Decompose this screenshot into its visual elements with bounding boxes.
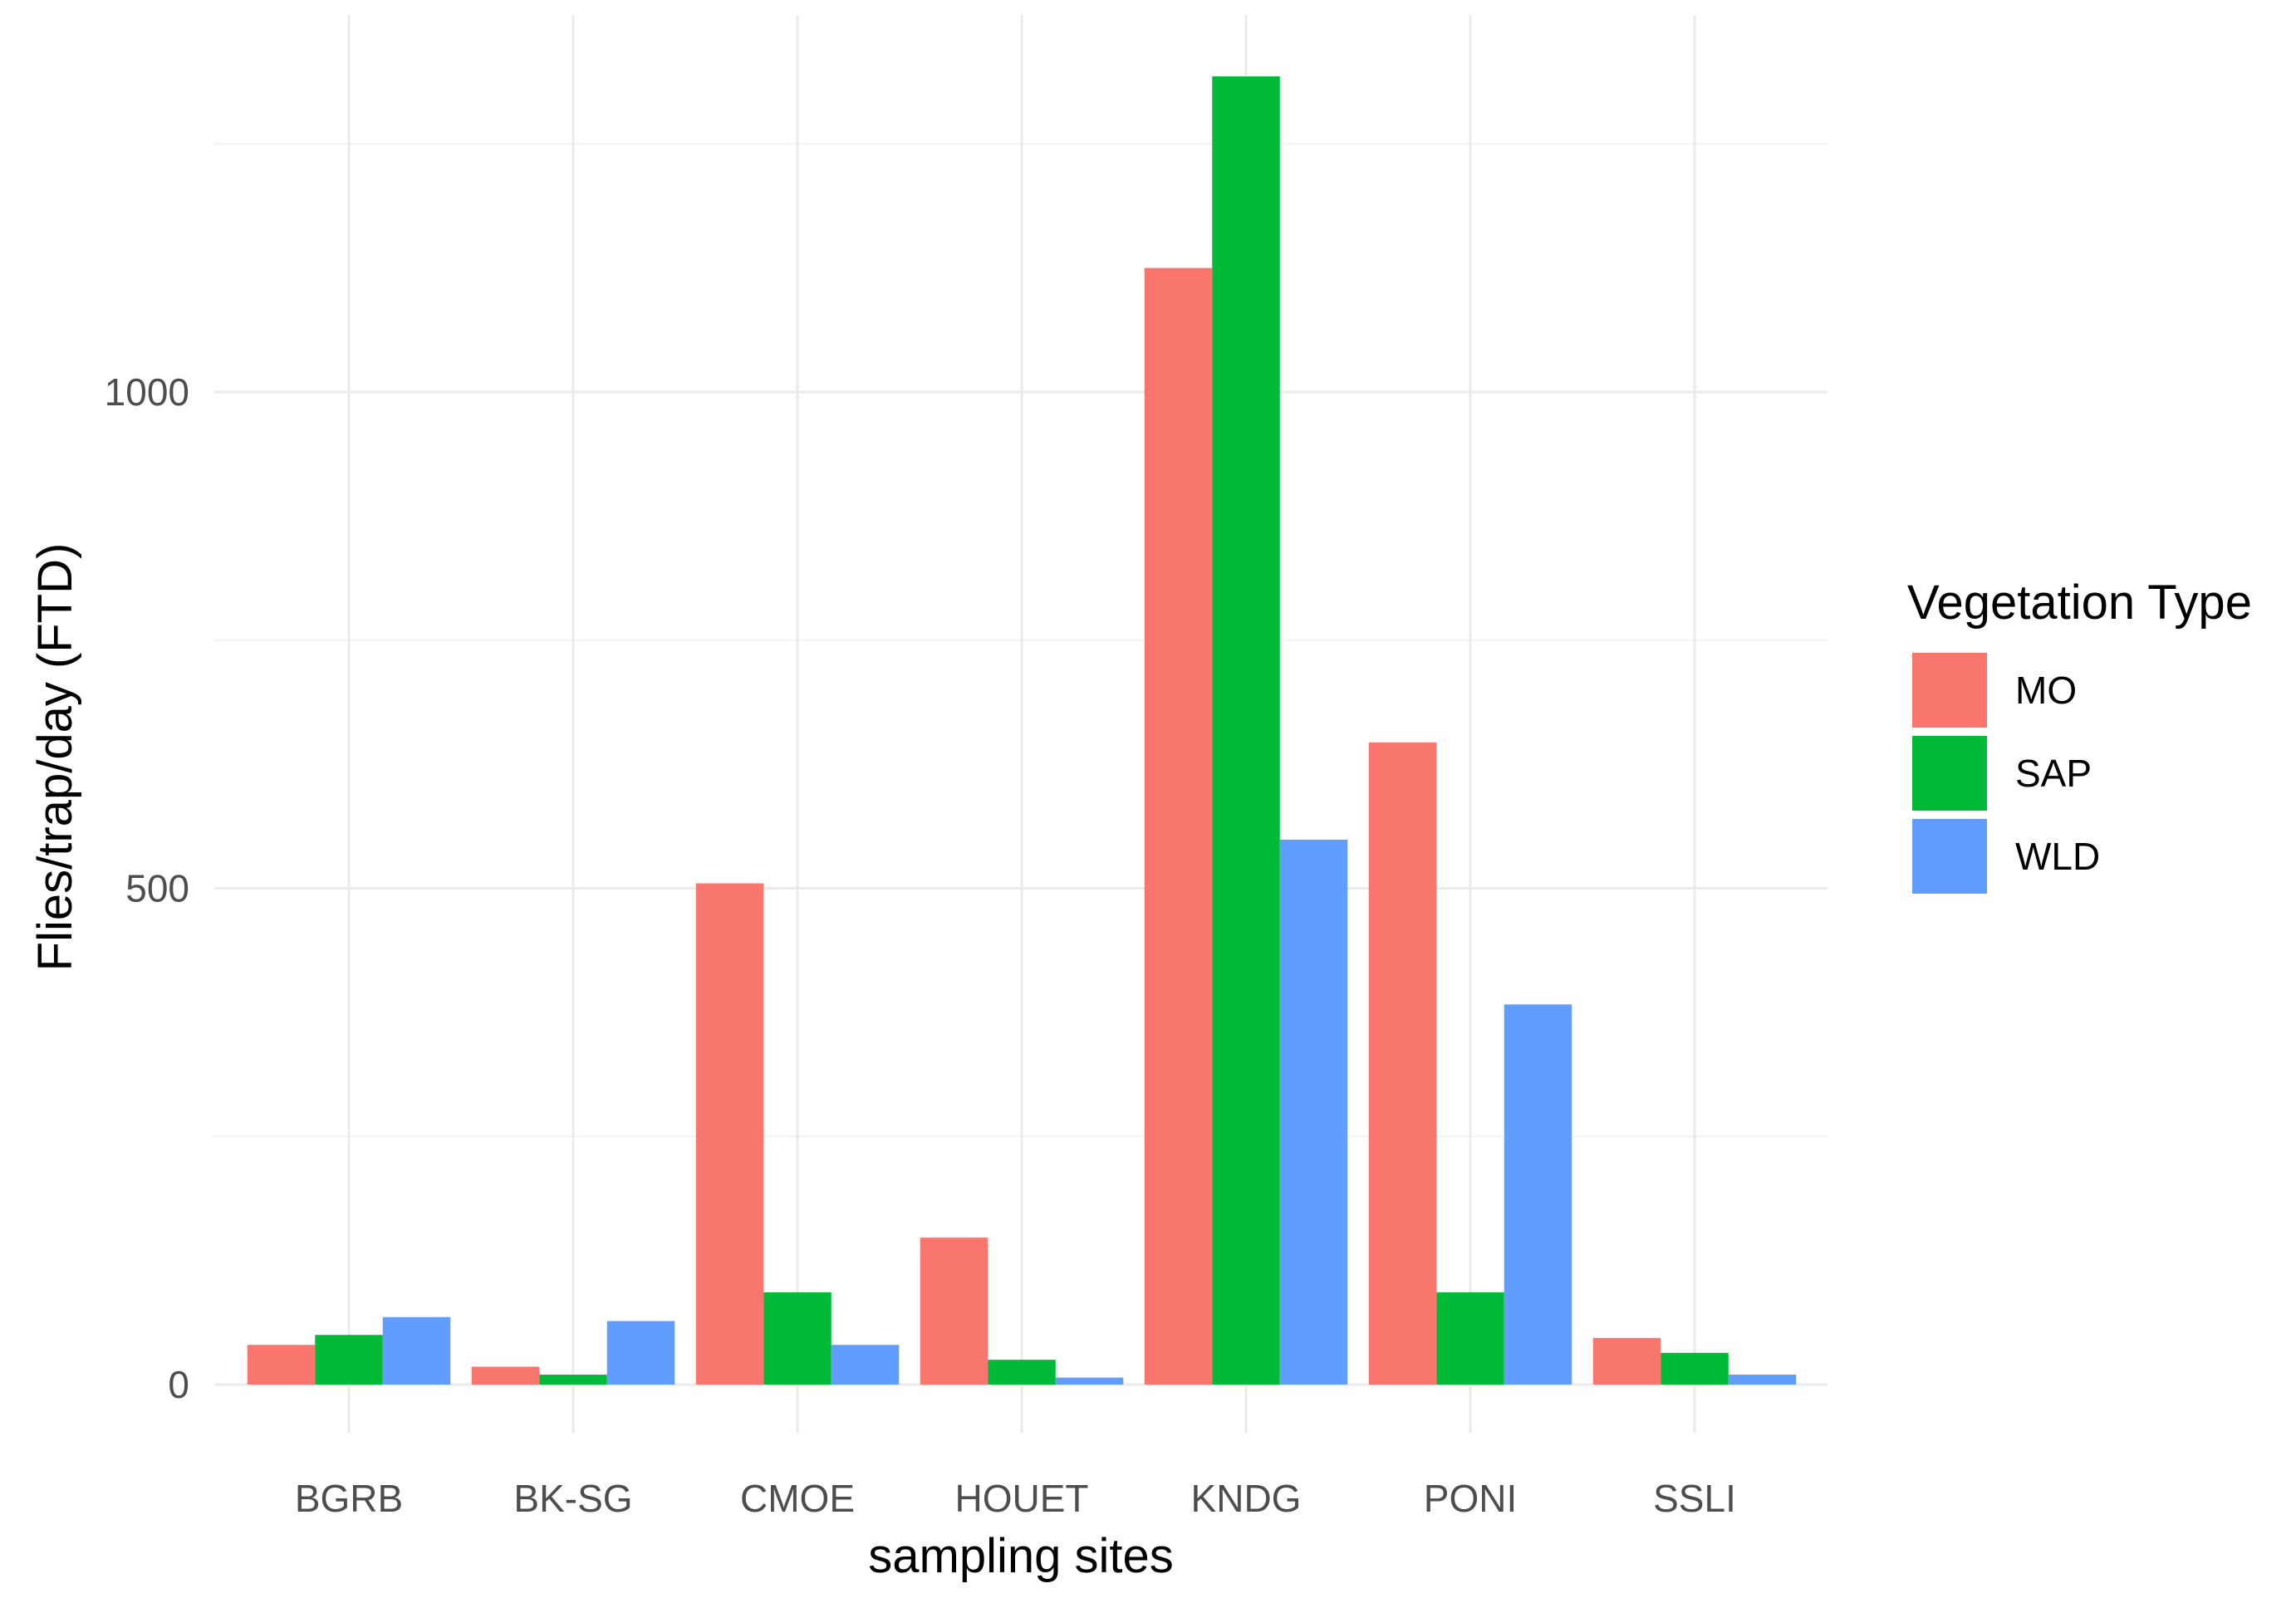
grid-lines: [214, 15, 1827, 1433]
legend-items: MO SAP WLD: [1912, 653, 2100, 894]
bar-houet-mo: [920, 1238, 989, 1385]
bar-poni-mo: [1368, 742, 1437, 1385]
bar-ssli-sap: [1661, 1352, 1729, 1385]
y-tick-labels: 0 500 1000: [105, 370, 189, 1406]
legend: Vegetation Type MO SAP WLD: [1907, 576, 2252, 894]
legend-key-mo: [1912, 653, 1987, 728]
bar-kndg-mo: [1144, 267, 1213, 1385]
legend-label-wld: WLD: [2015, 835, 2100, 878]
bars: [247, 76, 1797, 1385]
x-tick-label: CMOE: [740, 1477, 855, 1520]
x-tick-label: SSLI: [1653, 1477, 1736, 1520]
bar-bgrb-wld: [382, 1316, 451, 1385]
y-tick-label: 0: [168, 1363, 189, 1406]
bar-bk-sg-mo: [471, 1366, 540, 1385]
bar-bgrb-sap: [315, 1335, 383, 1385]
bar-ssli-wld: [1728, 1375, 1797, 1385]
bar-cmoe-wld: [831, 1345, 900, 1385]
bar-cmoe-sap: [763, 1292, 832, 1385]
legend-key-wld: [1912, 819, 1987, 894]
x-tick-label: KNDG: [1191, 1477, 1302, 1520]
x-tick-label: BGRB: [295, 1477, 403, 1520]
x-tick-label: BK-SG: [513, 1477, 632, 1520]
bar-bk-sg-wld: [606, 1321, 675, 1385]
bar-houet-wld: [1055, 1377, 1124, 1385]
bar-houet-sap: [988, 1360, 1056, 1385]
bar-bgrb-mo: [247, 1345, 316, 1385]
bar-cmoe-mo: [695, 883, 764, 1385]
legend-label-sap: SAP: [2015, 752, 2092, 795]
x-tick-labels: BGRB BK-SG CMOE HOUET KNDG PONI SSLI: [295, 1477, 1736, 1520]
bar-bk-sg-sap: [539, 1375, 607, 1385]
bar-poni-wld: [1504, 1004, 1572, 1385]
legend-key-sap: [1912, 736, 1987, 811]
y-tick-label: 500: [125, 867, 189, 910]
x-tick-label: PONI: [1424, 1477, 1517, 1520]
x-tick-label: HOUET: [955, 1477, 1089, 1520]
legend-title: Vegetation Type: [1907, 576, 2252, 630]
x-axis-title: sampling sites: [868, 1529, 1173, 1583]
y-tick-label: 1000: [105, 370, 189, 414]
legend-label-mo: MO: [2015, 669, 2077, 712]
bar-kndg-sap: [1212, 76, 1280, 1385]
bar-kndg-wld: [1279, 839, 1348, 1385]
bar-ssli-mo: [1592, 1337, 1661, 1385]
bar-poni-sap: [1436, 1292, 1504, 1385]
y-axis-title: Flies/trap/day (FTD): [28, 543, 82, 972]
